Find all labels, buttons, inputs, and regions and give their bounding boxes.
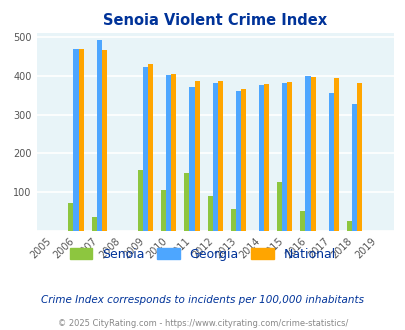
Bar [300, 211, 305, 231]
Bar [96, 40, 102, 231]
Bar [68, 203, 73, 231]
Bar [212, 83, 217, 231]
Bar [333, 79, 338, 231]
Title: Senoia Violent Crime Index: Senoia Violent Crime Index [103, 13, 326, 28]
Legend: Senoia, Georgia, National: Senoia, Georgia, National [64, 243, 341, 266]
Bar [166, 75, 171, 231]
Bar [287, 82, 292, 231]
Bar [184, 173, 189, 231]
Bar [217, 81, 222, 231]
Bar [310, 77, 315, 231]
Bar [351, 104, 356, 231]
Bar [91, 217, 96, 231]
Bar [258, 85, 264, 231]
Text: © 2025 CityRating.com - https://www.cityrating.com/crime-statistics/: © 2025 CityRating.com - https://www.city… [58, 319, 347, 328]
Bar [207, 196, 212, 231]
Bar [78, 49, 83, 231]
Bar [102, 50, 107, 231]
Bar [230, 209, 235, 231]
Bar [73, 49, 78, 231]
Bar [277, 182, 281, 231]
Text: Crime Index corresponds to incidents per 100,000 inhabitants: Crime Index corresponds to incidents per… [41, 295, 364, 305]
Bar [143, 67, 148, 231]
Bar [356, 83, 361, 231]
Bar [281, 83, 287, 231]
Bar [346, 221, 351, 231]
Bar [171, 74, 176, 231]
Bar [189, 86, 194, 231]
Bar [161, 190, 166, 231]
Bar [328, 93, 333, 231]
Bar [138, 170, 143, 231]
Bar [264, 84, 269, 231]
Bar [305, 76, 310, 231]
Bar [235, 91, 240, 231]
Bar [148, 64, 153, 231]
Bar [240, 89, 245, 231]
Bar [194, 81, 199, 231]
